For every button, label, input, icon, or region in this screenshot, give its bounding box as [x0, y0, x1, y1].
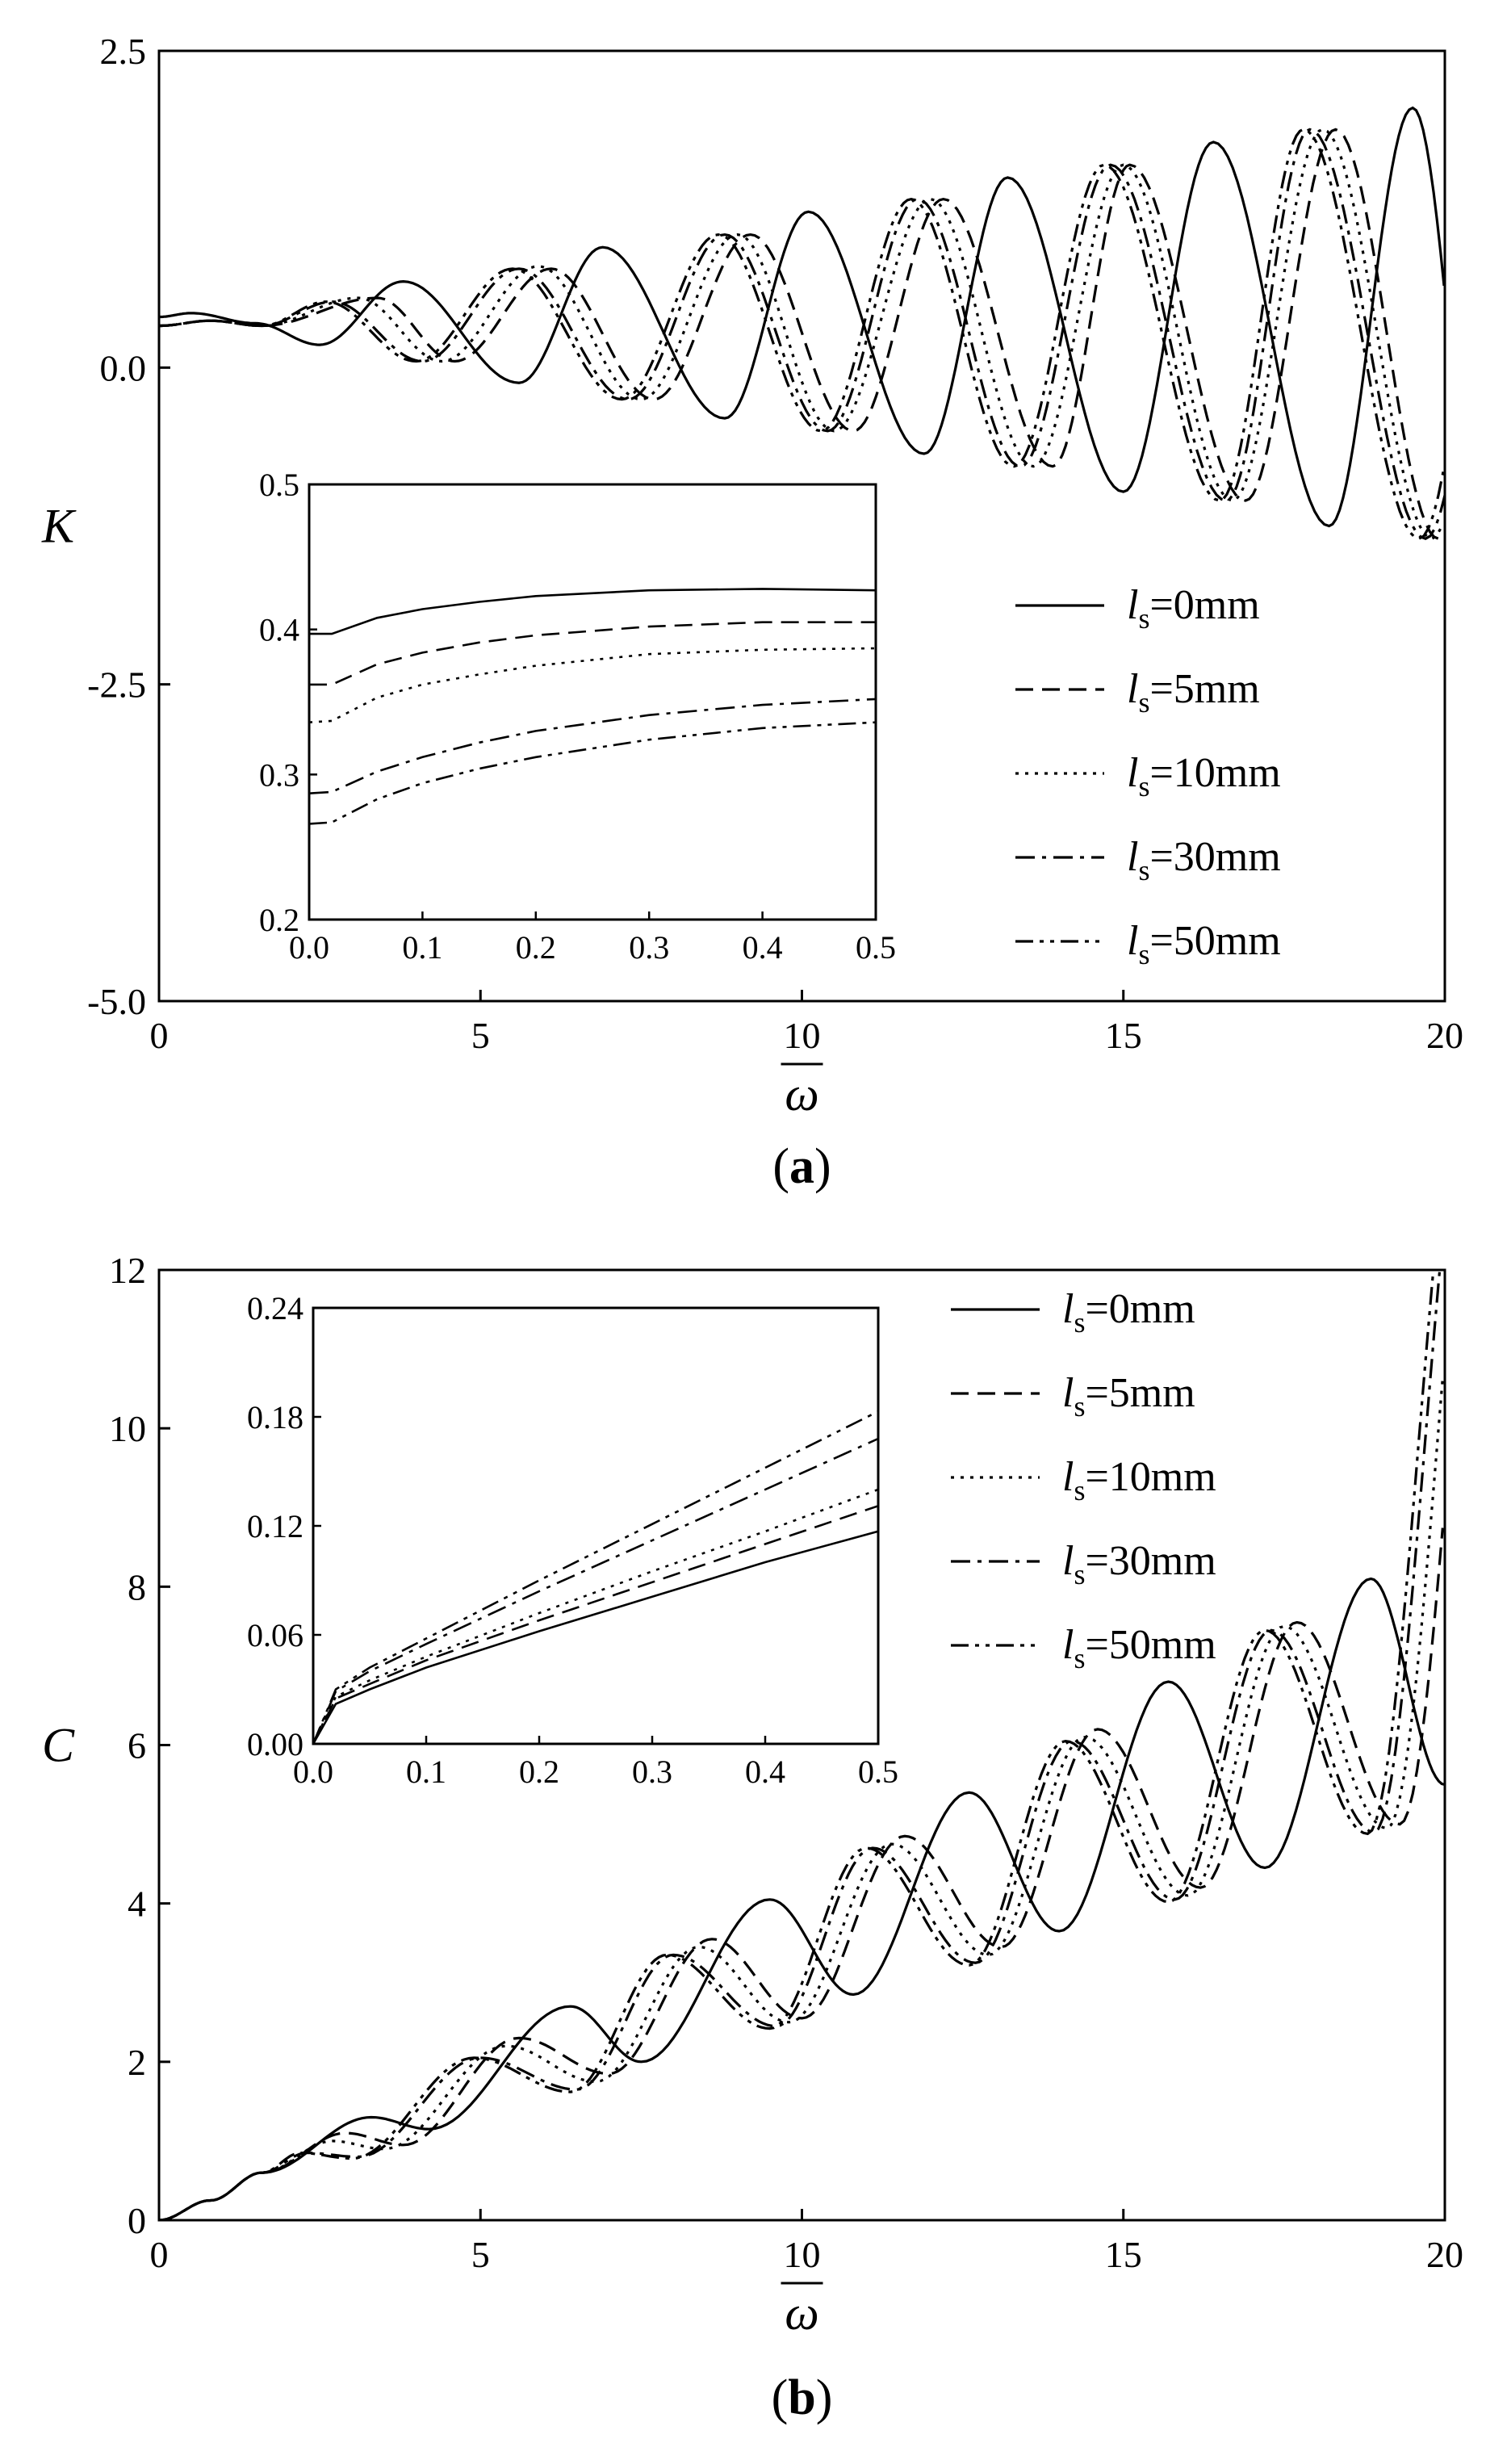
legend-label: ls=30mm — [1062, 1538, 1216, 1590]
y-tick-label: 2.5 — [100, 31, 147, 72]
inset-series-line-ls=10mm — [308, 647, 877, 723]
y-tick-label: 8 — [128, 1566, 146, 1607]
legend-label: ls=10mm — [1127, 750, 1281, 802]
panel-a: 0 5 10 15 20 -5.0 -2.5 0.0 2.5 ω K 0.0 0.1 0.2 0.3 0.4 0… — [41, 31, 1463, 1194]
legend-label: ls=5mm — [1062, 1370, 1195, 1423]
x-axis-label: ω — [785, 2286, 818, 2340]
panel-b: 0 5 10 15 20 0 2 4 6 8 10 12 ω C 0.0 0.1 0.2 0.3 0.4 0.5 0.0… — [42, 1250, 1463, 2425]
x-tick-label: 5 — [471, 2234, 490, 2275]
inset-y-tick-label: 0.12 — [247, 1508, 303, 1544]
inset-y-tick-label: 0.06 — [247, 1617, 303, 1653]
inset-y-tick-label: 0.24 — [247, 1290, 303, 1326]
y-axis-label: K — [41, 500, 77, 553]
series-line-ls=0mm — [159, 106, 1445, 528]
inset-y-tick-label: 0.2 — [259, 902, 299, 938]
legend-label: ls=0mm — [1127, 582, 1260, 635]
inset-series-line-ls=30mm — [308, 698, 877, 794]
inset-x-tick-label: 0.2 — [516, 929, 556, 966]
legend-b: ls=0mm ls=5mm ls=10mm ls=30mm ls=50mm — [951, 1286, 1216, 1674]
series-line-ls=10mm — [159, 1378, 1444, 2220]
y-tick-label: 12 — [109, 1250, 146, 1291]
legend-label: ls=5mm — [1127, 666, 1260, 719]
inset-x-tick-label: 0.3 — [632, 1754, 672, 1790]
y-axis-label: C — [42, 1719, 75, 1772]
x-tick-label: 0 — [150, 1015, 169, 1056]
x-tick-label: 10 — [784, 2234, 821, 2275]
y-tick-label: -5.0 — [87, 981, 146, 1022]
inset-series-line-ls=5mm — [309, 621, 876, 686]
inset-series-line-ls=5mm — [312, 1505, 879, 1745]
inset-series-line-ls=50mm — [312, 1410, 879, 1745]
inset-x-tick-label: 0.1 — [406, 1754, 446, 1790]
inset-x-tick-label: 0.1 — [402, 929, 442, 966]
inset-x-tick-label: 0.5 — [856, 929, 896, 966]
y-tick-label: 4 — [128, 1884, 146, 1925]
y-tick-label: 0 — [128, 2200, 146, 2241]
inset-y-tick-label: 0.18 — [247, 1399, 303, 1435]
inset-x-tick-label: 0.5 — [858, 1754, 898, 1790]
y-tick-label: 0.0 — [100, 347, 147, 388]
inset-y-tick-label: 0.00 — [247, 1726, 303, 1762]
legend-label: ls=0mm — [1062, 1286, 1195, 1339]
inset-x-tick-label: 0.0 — [293, 1754, 333, 1790]
y-tick-label: 2 — [128, 2042, 146, 2083]
inset-y-tick-label: 0.4 — [259, 612, 299, 648]
legend-label: ls=50mm — [1127, 918, 1281, 970]
inset-y-tick-label: 0.5 — [259, 467, 299, 503]
x-axis-label: ω — [785, 1067, 818, 1121]
series-line-ls=5mm — [159, 128, 1444, 540]
legend-a: ls=0mm ls=5mm ls=10mm ls=30mm ls=50mm — [1015, 582, 1281, 970]
series-line-ls=50mm — [159, 1270, 1435, 2220]
series-line-ls=50mm — [159, 128, 1445, 540]
series-line-ls=5mm — [159, 1527, 1444, 2220]
inset-x-tick-label: 0.2 — [519, 1754, 559, 1790]
inset-series-line-ls=10mm — [312, 1488, 879, 1745]
x-tick-label: 15 — [1105, 2234, 1142, 2275]
inset-y-tick-label: 0.3 — [259, 756, 299, 793]
inset-series-line-ls=0mm — [309, 588, 877, 635]
inset-series-line-ls=30mm — [312, 1437, 879, 1745]
inset-x-tick-label: 0.4 — [745, 1754, 785, 1790]
inset-series-line-ls=0mm — [312, 1530, 879, 1745]
inset-x-tick-label: 0.0 — [289, 929, 329, 966]
inset-frame-a — [308, 483, 877, 921]
x-tick-label: 5 — [471, 1015, 490, 1056]
x-tick-label: 0 — [150, 2234, 169, 2275]
x-tick-label: 20 — [1426, 1015, 1463, 1056]
panel-tag-b: (b) — [772, 2370, 833, 2425]
inset-x-tick-label: 0.3 — [629, 929, 669, 966]
series-line-ls=30mm — [159, 128, 1445, 540]
legend-label: ls=10mm — [1062, 1454, 1216, 1506]
x-tick-label: 20 — [1426, 2234, 1463, 2275]
legend-label: ls=30mm — [1127, 834, 1281, 886]
y-tick-label: -2.5 — [87, 664, 146, 706]
panel-tag-a: (a) — [772, 1139, 831, 1194]
inset-frame-b — [312, 1306, 880, 1745]
inset-x-tick-label: 0.4 — [743, 929, 783, 966]
y-tick-label: 10 — [109, 1408, 146, 1449]
y-tick-label: 6 — [128, 1725, 146, 1766]
legend-label: ls=50mm — [1062, 1622, 1216, 1674]
x-tick-label: 15 — [1105, 1015, 1142, 1056]
series-line-ls=30mm — [159, 1270, 1442, 2220]
series-line-ls=10mm — [159, 128, 1442, 540]
x-tick-label: 10 — [784, 1015, 821, 1056]
